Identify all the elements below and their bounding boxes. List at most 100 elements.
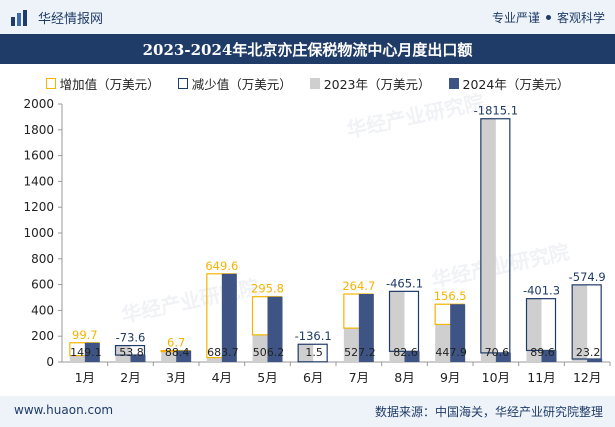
value-label-2024: 447.9	[435, 346, 467, 359]
bar-2023	[389, 291, 405, 362]
change-box-decrease	[388, 290, 420, 352]
brand-name: 华经情报网	[38, 12, 104, 27]
legend-item-increase: 增加值（万美元）	[45, 74, 160, 93]
x-tick-label: 12月	[573, 370, 601, 385]
change-value-label: -401.3	[523, 284, 560, 298]
change-value-label: -136.1	[295, 329, 332, 343]
y-tick-label: 1000	[23, 226, 54, 240]
bar-2023	[69, 355, 85, 362]
bar-2024	[313, 361, 329, 363]
bar-2024	[541, 350, 557, 362]
bar-2023	[161, 351, 177, 362]
legend-swatch-decrease	[177, 78, 188, 89]
y-tick-label: 200	[31, 329, 54, 343]
bar-2024	[267, 296, 283, 362]
value-label-2024: 1.5	[305, 346, 323, 359]
footer-url[interactable]: www.huaon.com	[14, 403, 114, 417]
value-label-2024: 506.2	[253, 346, 285, 359]
legend-swatch-increase	[45, 78, 56, 89]
x-tick-label: 9月	[440, 370, 460, 385]
change-value-label: 99.7	[72, 328, 98, 342]
change-value-label: -465.1	[386, 276, 423, 290]
bar-2024	[84, 342, 100, 362]
bar-2024	[587, 359, 603, 362]
y-tick-label: 1800	[23, 123, 54, 137]
legend-item-decrease: 减少值（万美元）	[177, 74, 292, 93]
footer: www.huaon.com 数据来源：中国海关，华经产业研究院整理	[0, 396, 615, 427]
change-value-label: 156.5	[434, 289, 467, 303]
change-value-label: -1815.1	[474, 104, 518, 118]
x-tick-label: 4月	[212, 370, 232, 385]
x-tick-label: 2月	[120, 370, 140, 385]
brand[interactable]: 华经情报网	[10, 8, 103, 27]
value-label-2024: 683.7	[207, 346, 239, 359]
legend-swatch-2023	[309, 78, 320, 89]
value-label-2024: 89.6	[530, 346, 555, 359]
legend-label-increase: 增加值（万美元）	[59, 77, 160, 92]
footer-source: 数据来源：中国海关，华经产业研究院整理	[374, 405, 603, 419]
chart-title: 2023-2024年北京亦庄保税物流中心月度出口额	[0, 34, 615, 64]
change-value-label: -73.6	[116, 331, 146, 345]
bar-2023	[343, 328, 359, 362]
y-tick-label: 1400	[23, 174, 54, 188]
bar-2023	[572, 284, 588, 362]
x-tick-label: 10月	[482, 370, 510, 385]
value-label-2024: 149.1	[70, 346, 102, 359]
x-tick-label: 1月	[75, 370, 95, 385]
y-tick-label: 1200	[23, 200, 54, 214]
brand-logo-icon	[11, 9, 27, 26]
value-label-2024: 23.2	[576, 346, 601, 359]
y-tick-label: 600	[31, 278, 54, 292]
change-value-label: -574.9	[569, 270, 606, 284]
bar-2023	[435, 324, 451, 362]
x-tick-label: 11月	[527, 370, 555, 385]
legend-label-2024: 2024年（万美元）	[462, 77, 570, 92]
change-value-label: 649.6	[205, 259, 238, 273]
legend-label-2023: 2023年（万美元）	[323, 77, 431, 92]
bar-2023	[480, 118, 496, 363]
top-bar: 华经情报网 专业严谨 客观科学	[0, 0, 615, 34]
tagline: 专业严谨 客观科学	[492, 9, 605, 26]
tagline-left: 专业严谨	[491, 11, 540, 25]
change-box-decrease	[297, 343, 328, 363]
bar-2024	[358, 293, 374, 362]
bar-2024	[176, 350, 192, 362]
x-tick-label: 5月	[257, 370, 277, 385]
value-label-2024: 82.6	[393, 346, 418, 359]
change-box-decrease	[114, 344, 146, 356]
y-tick-label: 800	[31, 252, 54, 266]
chart-legend: 增加值（万美元） 减少值（万美元） 2023年（万美元） 2024年（万美元）	[0, 74, 615, 93]
x-tick-label: 8月	[394, 370, 414, 385]
bar-2023	[115, 345, 131, 362]
legend-item-2023: 2023年（万美元）	[309, 74, 431, 93]
change-box-decrease	[525, 298, 557, 352]
change-value-label: 6.7	[167, 336, 185, 350]
x-tick-label: 3月	[166, 370, 186, 385]
y-tick-label: 1600	[23, 149, 54, 163]
legend-swatch-2024	[448, 78, 459, 89]
bar-2023	[298, 344, 314, 362]
legend-item-2024: 2024年（万美元）	[448, 74, 570, 93]
change-box-decrease	[480, 118, 511, 354]
legend-label-decrease: 减少值（万美元）	[191, 77, 292, 92]
bar-2024	[404, 351, 420, 362]
bar-2024	[221, 273, 237, 362]
value-label-2024: 88.4	[165, 346, 190, 359]
value-label-2024: 53.8	[119, 346, 144, 359]
chart-plot: 0 200 400 600 800 1000 1200 1400 1600 1800 2000 99.…	[23, 97, 611, 385]
bar-2023	[252, 334, 268, 362]
x-tick-label: 7月	[349, 370, 369, 385]
bar-2023	[526, 298, 542, 362]
y-tick-label: 0	[46, 355, 54, 369]
bar-2024	[450, 304, 466, 362]
change-value-label: 264.7	[342, 279, 375, 293]
y-tick-label: 400	[31, 303, 54, 317]
value-label-2024: 70.6	[485, 346, 510, 359]
change-box-decrease	[571, 284, 602, 360]
x-tick-label: 6月	[303, 370, 323, 385]
y-tick-label: 2000	[23, 97, 54, 111]
bar-2024	[130, 355, 146, 362]
bar-2024	[495, 352, 511, 362]
bar-2023	[206, 357, 222, 362]
tagline-dot-icon	[545, 15, 551, 20]
